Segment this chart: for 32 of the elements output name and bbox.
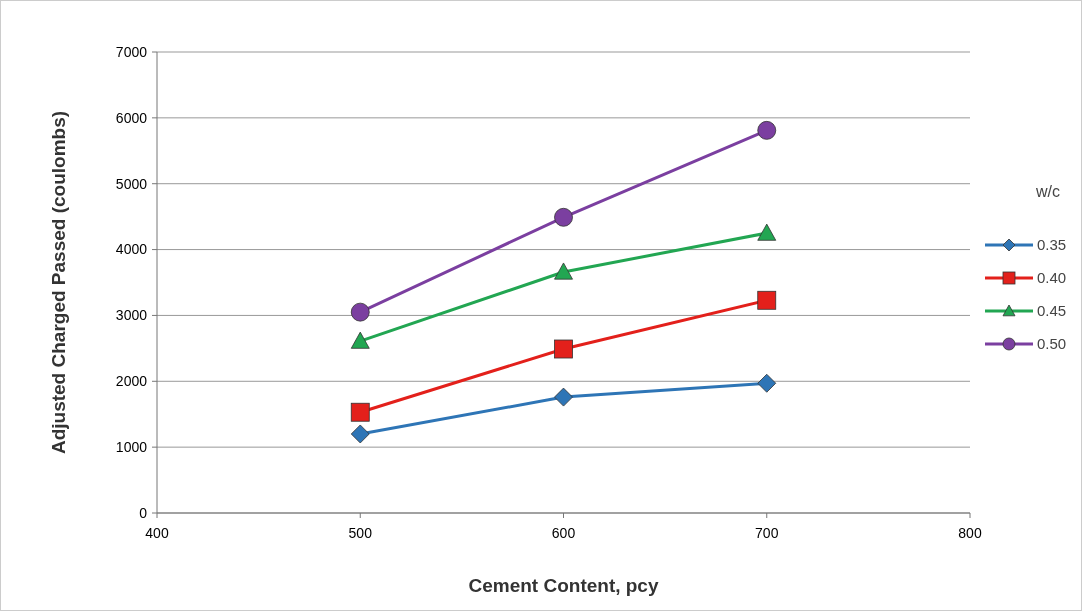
legend-title: w/c — [1035, 183, 1060, 200]
point — [757, 223, 777, 241]
y-tick-label: 2000 — [115, 373, 148, 390]
legend-label: 0.40 — [1037, 269, 1067, 287]
y-tick-label: 1000 — [115, 439, 148, 456]
x-axis-title: Cement Content, pcy — [468, 575, 659, 596]
point — [554, 207, 573, 227]
point — [350, 424, 370, 444]
y-axis-title: Adjusted Charged Passed (coulombs) — [48, 110, 69, 455]
point — [350, 331, 370, 349]
point — [757, 373, 777, 393]
x-tick-label: 700 — [755, 525, 779, 541]
legend-label: 0.45 — [1037, 302, 1067, 320]
point — [554, 387, 573, 407]
legend-label: 0.35 — [1037, 236, 1067, 254]
x-tick-label: 800 — [958, 525, 982, 541]
y-tick-label: 6000 — [115, 109, 148, 126]
point — [757, 120, 777, 140]
y-tick-label: 0 — [139, 504, 148, 521]
point — [554, 339, 573, 359]
x-tick-label: 400 — [145, 525, 169, 541]
y-tick-label: 7000 — [115, 43, 148, 60]
legend-label: 0.50 — [1037, 335, 1067, 353]
point — [350, 402, 370, 422]
point — [554, 262, 573, 280]
y-tick-label: 4000 — [115, 241, 148, 258]
point — [350, 302, 370, 322]
point — [757, 290, 777, 310]
x-tick-label: 500 — [348, 525, 373, 541]
x-tick-label: 600 — [551, 525, 576, 541]
y-tick-label: 5000 — [115, 175, 148, 192]
y-tick-label: 3000 — [115, 307, 148, 324]
